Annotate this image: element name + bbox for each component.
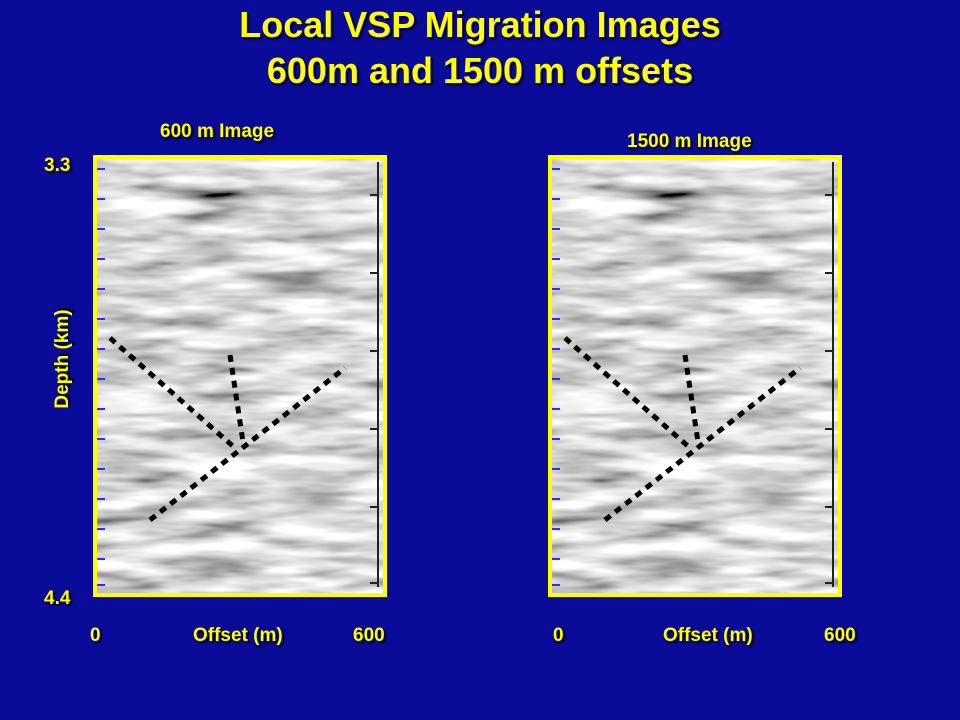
- title-line: 600m and 1500 m offsets: [266, 50, 694, 91]
- panel-label: 600 m Image: [160, 121, 275, 142]
- title-line: Local VSP Migration Images: [239, 4, 721, 45]
- offset-end: 600: [353, 625, 385, 646]
- panel-label: 1500 m Image: [627, 131, 752, 152]
- offset-label: Offset (m): [663, 625, 753, 646]
- offset-label: Offset (m): [193, 625, 283, 646]
- depth-label: Depth (km): [52, 309, 73, 409]
- offset-end: 600: [824, 625, 856, 646]
- offset-start: 0: [90, 625, 101, 646]
- offset-start: 0: [553, 625, 564, 646]
- depth-bottom: 4.4: [44, 588, 71, 609]
- seismic-image-1500: [550, 157, 840, 595]
- seismic-image-600: [95, 157, 385, 595]
- depth-top: 3.3: [44, 155, 71, 176]
